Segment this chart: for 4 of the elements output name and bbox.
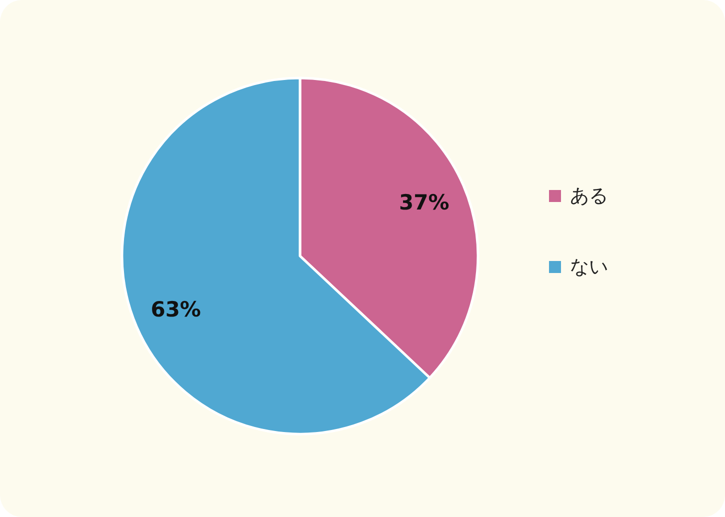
legend-label: ある — [570, 185, 608, 207]
legend-label: ない — [570, 256, 608, 278]
data-label: 63% — [150, 298, 201, 322]
data-label: 37% — [399, 190, 450, 214]
